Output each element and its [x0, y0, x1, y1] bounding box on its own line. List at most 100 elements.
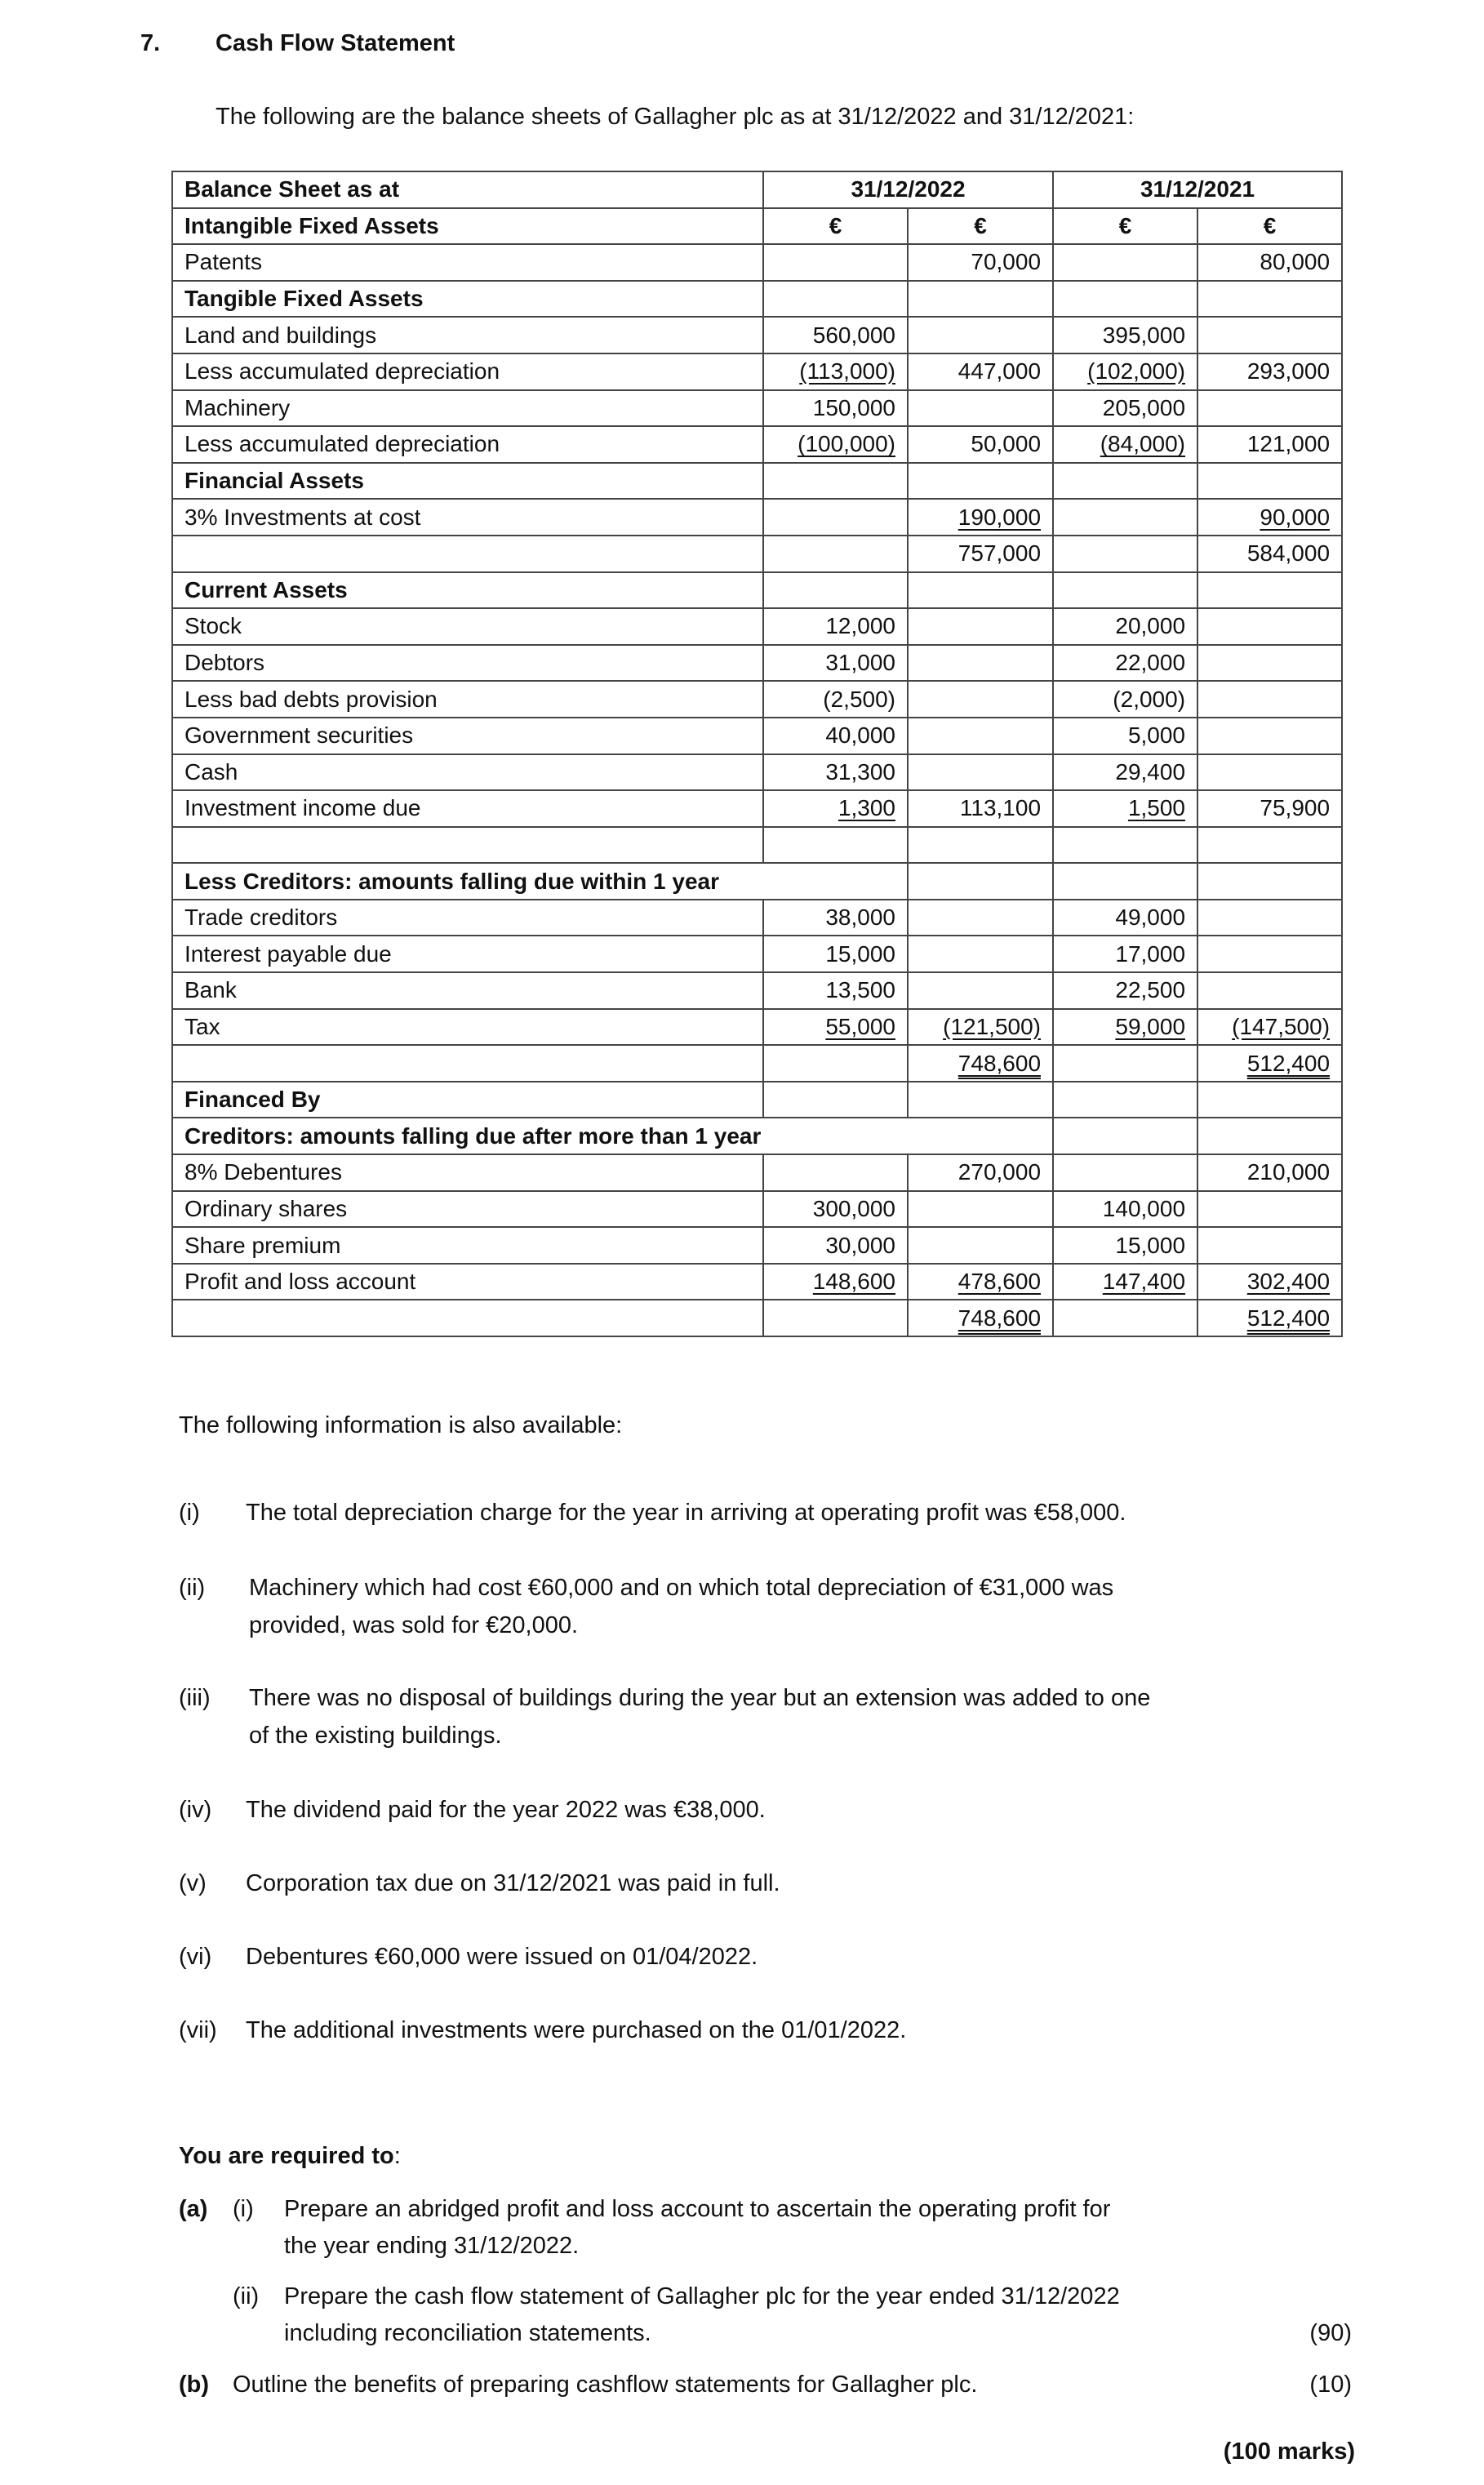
amount-value: 22,500 [1115, 977, 1186, 1003]
amount-cell: (147,500) [1197, 1007, 1344, 1047]
row-label: Tax [171, 1007, 764, 1047]
table-row: Interest payable due 15,000 17,000 [171, 935, 1344, 974]
amount-value: (84,000) [1100, 431, 1186, 457]
amount-cell: 148,600 [762, 1262, 909, 1301]
part-a-i-marker: (i) [233, 2196, 254, 2222]
amount-value: 31,000 [825, 650, 895, 676]
amount-cell [906, 461, 1055, 500]
info-item-text: The additional investments were purchase… [246, 2017, 907, 2043]
amount-cell: (113,000) [762, 352, 909, 391]
amount-value: € [829, 212, 842, 238]
amount-cell: 31,300 [762, 753, 909, 792]
row-label: Bank [171, 971, 764, 1010]
table-row: Tax 55,000 (121,500) 59,000 (147,500) [171, 1007, 1344, 1047]
row-label: Stock [171, 607, 764, 646]
amount-value: 300,000 [812, 1195, 895, 1221]
amount-cell [906, 716, 1055, 755]
row-label: Investment income due [171, 789, 764, 828]
question-number: 7. [140, 30, 161, 56]
amount-cell: (2,500) [762, 680, 909, 718]
amount-value: 293,000 [1246, 358, 1331, 385]
amount-value: (147,500) [1232, 1013, 1331, 1039]
row-label: Interest payable due [171, 935, 764, 974]
amount-cell [1052, 862, 1199, 900]
amount-cell: 12,000 [762, 607, 909, 646]
row-label: Profit and loss account [171, 1262, 764, 1301]
amount-cell: 22,000 [1052, 643, 1199, 682]
amount-value: 13,500 [825, 977, 895, 1003]
amount-value: (121,500) [943, 1013, 1042, 1039]
amount-cell: 90,000 [1197, 498, 1344, 536]
amount-value: 512,400 [1246, 1050, 1331, 1076]
row-label [171, 1299, 764, 1337]
info-item-marker: (v) [179, 1870, 207, 1896]
info-item-marker: (i) [179, 1500, 200, 1526]
table-row: Land and buildings 560,000 395,000 [171, 316, 1344, 354]
amount-value: 29,400 [1115, 758, 1186, 785]
row-label: Trade creditors [171, 898, 764, 937]
amount-cell: 395,000 [1052, 316, 1199, 354]
part-a-marks: (90) [1309, 2320, 1352, 2346]
amount-value: 75,900 [1260, 795, 1331, 821]
row-label: Ordinary shares [171, 1189, 764, 1229]
amount-value: 190,000 [957, 504, 1042, 530]
table-row: Stock 12,000 20,000 [171, 607, 1344, 646]
amount-value: 31/12/2021 [1140, 176, 1255, 202]
amount-cell: 150,000 [762, 389, 909, 428]
amount-value: 15,000 [825, 940, 895, 967]
amount-value: 50,000 [971, 431, 1042, 457]
intro-text: The following are the balance sheets of … [215, 104, 1135, 130]
amount-cell: (84,000) [1052, 425, 1199, 464]
amount-cell: 560,000 [762, 316, 909, 354]
amount-cell: (121,500) [906, 1007, 1055, 1047]
info-item-marker: (ii) [179, 1575, 206, 1601]
amount-value: 70,000 [971, 249, 1042, 275]
table-row: Balance Sheet as at 31/12/2022 31/12/2021 [171, 171, 1344, 209]
amount-cell [906, 1189, 1055, 1229]
row-label: Balance Sheet as at [171, 171, 764, 209]
table-row: Tangible Fixed Assets [171, 279, 1344, 318]
info-item-text: Machinery which had cost €60,000 and on … [249, 1575, 1114, 1601]
amount-cell [1052, 1080, 1199, 1119]
amount-value: 140,000 [1102, 1195, 1186, 1221]
amount-value: 1,300 [838, 795, 895, 821]
table-row: Trade creditors 38,000 49,000 [171, 898, 1344, 937]
amount-value: 17,000 [1115, 940, 1186, 967]
amount-value: 150,000 [812, 394, 895, 420]
amount-cell [1197, 862, 1344, 900]
amount-value: 210,000 [1246, 1159, 1331, 1185]
amount-value: 38,000 [825, 905, 895, 931]
amount-cell [906, 935, 1055, 974]
required-heading: You are required to: [179, 2137, 401, 2175]
amount-value: 748,600 [957, 1050, 1042, 1076]
amount-cell [906, 898, 1055, 937]
table-row: 748,600 512,400 [171, 1044, 1344, 1082]
amount-value: 12,000 [825, 613, 895, 639]
amount-cell: € [906, 207, 1055, 246]
amount-value: 31,300 [825, 758, 895, 785]
amount-cell [1052, 461, 1199, 500]
amount-value: € [974, 212, 987, 238]
table-row: 8% Debentures 270,000 210,000 [171, 1154, 1344, 1192]
part-a-i-line: the year ending 31/12/2022. [284, 2233, 580, 2259]
row-label: Financed By [171, 1080, 764, 1119]
amount-cell: 22,500 [1052, 971, 1199, 1010]
row-label: Tangible Fixed Assets [171, 279, 764, 318]
amount-cell [1197, 279, 1344, 318]
table-row: Less bad debts provision (2,500) (2,000) [171, 680, 1344, 718]
table-row: Ordinary shares 300,000 140,000 [171, 1189, 1344, 1229]
amount-cell: 584,000 [1197, 534, 1344, 573]
row-label: Share premium [171, 1226, 764, 1265]
amount-value: (2,000) [1113, 686, 1186, 712]
table-row: Profit and loss account 148,600 478,600 147… [171, 1262, 1344, 1301]
info-item-text: of the existing buildings. [249, 1723, 502, 1749]
amount-cell [906, 571, 1055, 610]
amount-cell [1052, 1154, 1199, 1192]
amount-cell: 1,300 [762, 789, 909, 828]
table-row: Financed By [171, 1080, 1344, 1119]
row-label: 3% Investments at cost [171, 498, 764, 536]
amount-cell [1197, 1080, 1344, 1119]
row-label: Debtors [171, 643, 764, 682]
required-heading-text: You are required to [179, 2143, 394, 2169]
table-row: 3% Investments at cost 190,000 90,000 [171, 498, 1344, 536]
